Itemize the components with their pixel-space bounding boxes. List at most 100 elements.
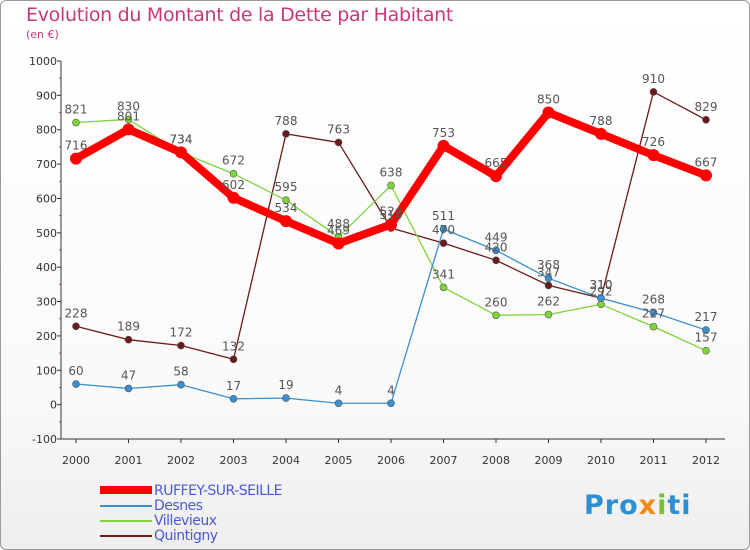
legend-swatch-desnes	[100, 505, 152, 507]
legend-label-desnes: Desnes	[154, 498, 203, 514]
legend-label-quintigny: Quintigny	[154, 528, 218, 544]
data-label: 829	[695, 100, 718, 114]
data-point	[280, 215, 292, 228]
data-label: 260	[485, 295, 508, 309]
data-label: 228	[65, 306, 88, 320]
data-point	[282, 196, 290, 204]
data-point	[229, 355, 238, 364]
data-label: 595	[275, 180, 298, 194]
data-point	[544, 310, 553, 319]
data-point	[595, 127, 607, 140]
x-tick-label: 2000	[62, 454, 90, 467]
x-tick-label: 2011	[640, 454, 668, 467]
legend-swatch-quintigny	[100, 535, 152, 537]
x-tick-label: 2001	[115, 454, 143, 467]
data-label: 514	[380, 208, 403, 222]
data-label: 734	[170, 132, 193, 146]
data-label: 801	[117, 109, 140, 123]
data-label: 341	[432, 267, 455, 281]
data-label: 830	[117, 99, 140, 113]
data-label: 60	[68, 364, 83, 378]
y-tick-label: 300	[36, 296, 57, 309]
data-point	[332, 237, 345, 250]
data-point	[227, 191, 240, 204]
data-label: 58	[173, 365, 188, 379]
axes: -100 0 100 200 300 400 500 600 700 800 900 1000 2000…	[29, 55, 725, 467]
chart-subtitle: (en €)	[26, 28, 59, 41]
data-point	[492, 246, 500, 255]
y-tick-label: 800	[36, 124, 57, 137]
data-label: 488	[327, 217, 350, 231]
data-point	[437, 139, 450, 152]
legend-swatch-villevieux	[100, 520, 152, 522]
data-label: 268	[642, 293, 665, 307]
data-label: 788	[275, 114, 298, 128]
data-label: 310	[590, 278, 613, 292]
data-label: 672	[222, 154, 245, 168]
data-point	[647, 149, 660, 162]
x-tick-label: 2012	[692, 454, 720, 467]
x-tick-label: 2009	[535, 454, 563, 467]
y-tick-label: 100	[36, 364, 57, 377]
data-point	[124, 384, 133, 393]
data-label: 172	[170, 326, 193, 340]
data-point	[334, 138, 343, 147]
x-tick-label: 2002	[167, 454, 195, 467]
x-tick-label: 2006	[377, 454, 405, 467]
data-point	[70, 152, 82, 165]
y-tick-label: 600	[36, 192, 57, 205]
data-point	[702, 326, 710, 334]
data-label: 511	[432, 209, 455, 223]
data-label: 665	[485, 156, 508, 170]
data-label: 734	[170, 132, 193, 146]
data-point	[439, 283, 448, 292]
data-point	[282, 130, 290, 138]
y-tick-label: 900	[36, 89, 57, 102]
data-point	[124, 115, 133, 124]
data-label: 788	[590, 114, 613, 128]
data-label: 602	[222, 178, 245, 192]
data-label: 17	[226, 379, 241, 393]
data-point	[72, 118, 80, 127]
data-label: 368	[537, 258, 560, 272]
data-label: 821	[65, 103, 88, 117]
data-label: 347	[537, 265, 560, 279]
data-label: 420	[485, 240, 508, 254]
data-point	[229, 169, 238, 178]
data-point	[702, 115, 710, 124]
y-tick-label: -100	[32, 433, 57, 446]
data-point	[72, 322, 80, 331]
data-label: 292	[590, 284, 613, 298]
data-label: 910	[642, 72, 665, 86]
data-label: 726	[642, 135, 665, 149]
data-label: 47	[121, 368, 136, 382]
data-point	[122, 123, 135, 136]
data-label: 4	[335, 383, 343, 397]
data-label: 189	[117, 320, 140, 334]
y-tick-label: 700	[36, 158, 57, 171]
data-point	[544, 281, 553, 290]
y-tick-label: 400	[36, 261, 57, 274]
y-tick-label: 200	[36, 330, 57, 343]
x-tick-label: 2005	[325, 454, 353, 467]
legend-label-villevieux: Villevieux	[154, 513, 217, 529]
data-point	[282, 394, 290, 402]
data-point	[385, 218, 397, 231]
data-label: 4	[387, 383, 395, 397]
data-point	[700, 169, 712, 182]
data-point	[649, 322, 658, 331]
data-point	[229, 394, 238, 403]
data-label: 132	[222, 339, 245, 353]
data-label: 19	[278, 378, 293, 392]
data-label: 310	[590, 278, 613, 292]
data-point	[542, 106, 555, 119]
x-tick-label: 2003	[220, 454, 248, 467]
data-label: 217	[695, 310, 718, 324]
data-label: 262	[537, 295, 560, 309]
data-label: 850	[537, 93, 560, 107]
data-point	[439, 225, 448, 233]
data-point	[177, 380, 185, 389]
data-point	[649, 88, 658, 96]
x-tick-label: 2008	[482, 454, 510, 467]
